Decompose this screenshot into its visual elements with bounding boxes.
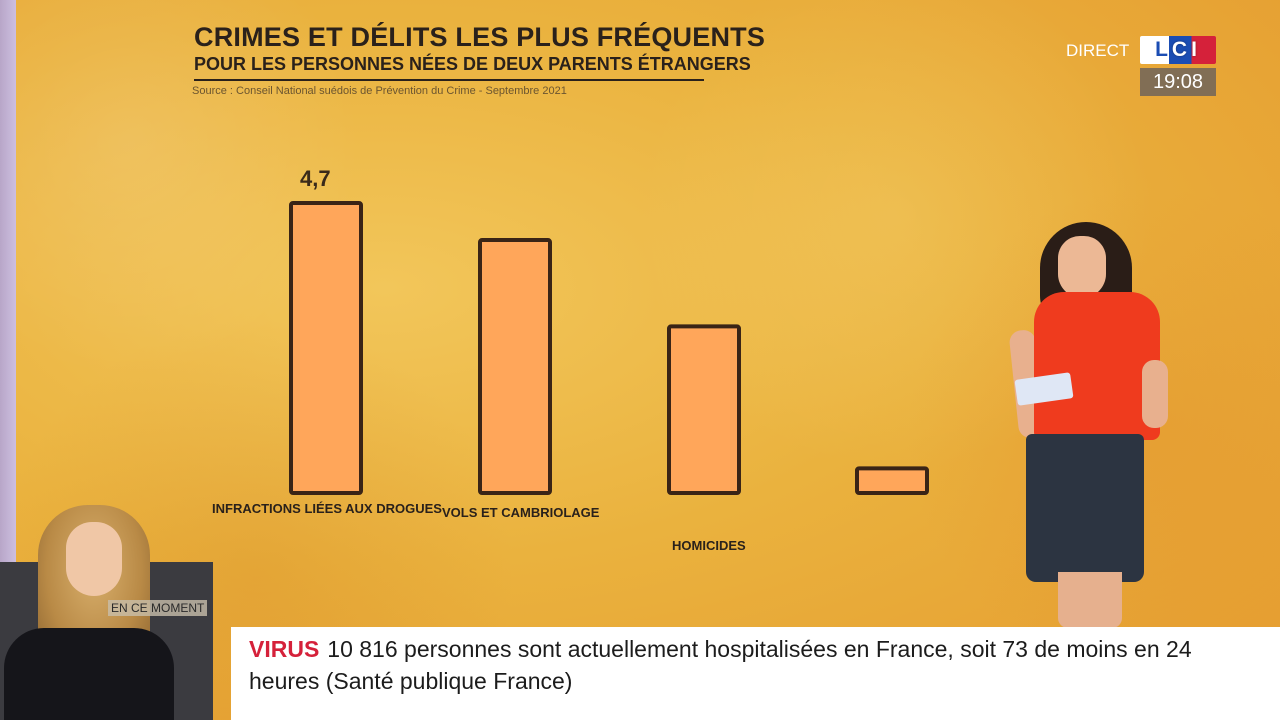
data-label-drugs: 4,7 (300, 166, 331, 191)
news-ticker: VIRUS 10 816 personnes sont actuellement … (231, 627, 1280, 720)
category-label-homicides: HOMICIDES (672, 538, 746, 553)
bar-0 (289, 201, 363, 495)
ticker-message: 10 816 personnes sont actuellement hospi… (249, 636, 1192, 694)
presenter-right-arm (1142, 360, 1168, 428)
bar-1 (478, 238, 552, 495)
category-label-drugs: INFRACTIONS LIÉES AUX DROGUES (212, 501, 442, 516)
category-label-thefts: VOLS ET CAMBRIOLAGE (442, 505, 600, 520)
chart-source: Source : Conseil National suédois de Pré… (192, 85, 567, 97)
inset-label: EN CE MOMENT (108, 600, 208, 616)
anchor-face (66, 522, 122, 596)
live-label: DIRECT (1066, 41, 1130, 60)
presenter-face (1058, 236, 1106, 298)
on-air-clock: 19:08 (1140, 68, 1216, 96)
chart-title: CRIMES ET DÉLITS LES PLUS FRÉQUENTS (194, 22, 766, 52)
left-studio-edge (0, 0, 16, 720)
lci-logo: L CI (1140, 36, 1216, 64)
title-underline (194, 79, 704, 81)
anchor-body (4, 628, 174, 720)
presenter-legs (1058, 572, 1122, 628)
bar-3 (855, 466, 929, 496)
presenter-skirt (1026, 434, 1144, 582)
presenter-red-top (1034, 292, 1160, 440)
chart-subtitle: POUR LES PERSONNES NÉES DE DEUX PARENTS … (194, 54, 751, 74)
ticker-text-block: VIRUS 10 816 personnes sont actuellement … (249, 633, 1259, 697)
bar-chart (289, 201, 929, 496)
ticker-tag: VIRUS (249, 636, 320, 662)
bar-2 (667, 324, 741, 496)
